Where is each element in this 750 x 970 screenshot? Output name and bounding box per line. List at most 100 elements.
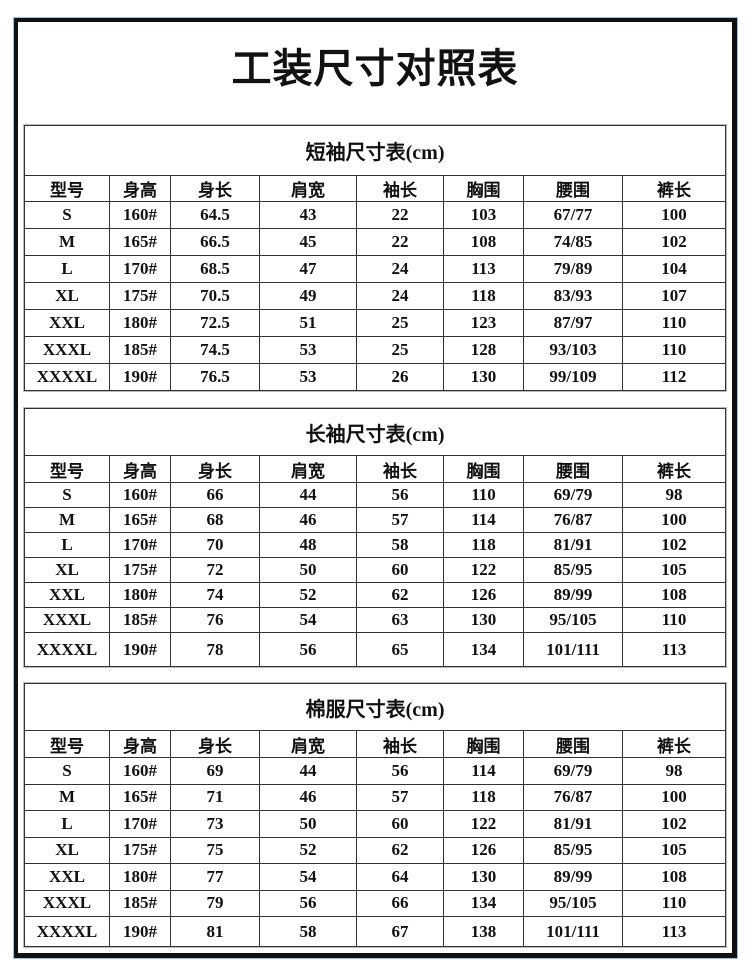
table-cell: 81 (170, 916, 260, 947)
table-row: L 170# 68.5 47 24 113 79/89 104 (24, 255, 727, 283)
table-cell: 185# (109, 889, 171, 917)
table-cell: 58 (259, 916, 357, 947)
column-header: 身长 (170, 455, 260, 483)
table-cell: 114 (443, 757, 524, 785)
table-cell: 43 (259, 201, 357, 229)
table-cell: 56 (259, 632, 357, 667)
table-cell: 67 (356, 916, 444, 947)
table-header-row: 型号 身高 身长 肩宽 袖长 胸围 腰围 裤长 (24, 730, 727, 758)
column-header: 身长 (170, 730, 260, 758)
table-cell: XXXXL (24, 916, 110, 947)
column-header: 裤长 (621, 175, 727, 202)
table-cell: 74.5 (170, 336, 260, 364)
table-cell: 81/91 (523, 810, 623, 838)
column-header: 肩宽 (259, 175, 357, 202)
table-cell: 65 (356, 632, 444, 667)
table-cell: 66.5 (170, 228, 260, 256)
table-cell: 69 (170, 757, 260, 785)
column-header: 袖长 (356, 455, 444, 483)
table-cell: 110 (621, 607, 727, 633)
table-cell: 74 (170, 582, 260, 608)
table-cell: 51 (259, 309, 357, 337)
table-cell: 25 (356, 309, 444, 337)
padded-coat-size-table: 棉服尺寸表(cm) 型号 身高 身长 肩宽 袖长 胸围 腰围 裤长 S 160# 69 44 56 114 6… (23, 683, 727, 947)
table-cell: 79/89 (523, 255, 623, 283)
table-cell: 104 (621, 255, 727, 283)
table-cell: XXL (24, 309, 110, 337)
table-cell: 170# (109, 810, 171, 838)
column-header: 腰围 (523, 455, 623, 483)
table-cell: 110 (621, 336, 727, 364)
short-sleeve-size-table: 短袖尺寸表(cm) 型号 身高 身长 肩宽 袖长 胸围 腰围 裤长 S 160# 64.5 43 22 10… (23, 125, 727, 391)
table-cell: 89/99 (523, 863, 623, 891)
table-cell: 70.5 (170, 282, 260, 310)
table-cell: 102 (621, 532, 727, 558)
column-header: 胸围 (443, 175, 524, 202)
table-cell: S (24, 757, 110, 785)
table-cell: 78 (170, 632, 260, 667)
table-row: M 165# 68 46 57 114 76/87 100 (24, 507, 727, 533)
table-cell: 134 (443, 889, 524, 917)
table-cell: 107 (621, 282, 727, 310)
table-cell: 108 (443, 228, 524, 256)
table-cell: 69/79 (523, 482, 623, 508)
table-cell: 89/99 (523, 582, 623, 608)
table-cell: 126 (443, 582, 524, 608)
table-cell: 114 (443, 507, 524, 533)
table-cell: 67/77 (523, 201, 623, 229)
table-row: S 160# 64.5 43 22 103 67/77 100 (24, 201, 727, 229)
table-cell: 54 (259, 863, 357, 891)
table-cell: 22 (356, 201, 444, 229)
table-cell: 134 (443, 632, 524, 667)
table-cell: 70 (170, 532, 260, 558)
table-cell: L (24, 255, 110, 283)
table-cell: XXXXL (24, 363, 110, 391)
table-cell: 118 (443, 532, 524, 558)
table-row: M 165# 71 46 57 118 76/87 100 (24, 783, 727, 811)
table-row: XL 175# 70.5 49 24 118 83/93 107 (24, 282, 727, 310)
table-cell: 185# (109, 607, 171, 633)
table-cell: 180# (109, 582, 171, 608)
table-cell: 175# (109, 282, 171, 310)
table-cell: 60 (356, 557, 444, 583)
table-cell: 100 (621, 507, 727, 533)
column-header: 身高 (109, 730, 171, 758)
column-header: 裤长 (621, 455, 727, 483)
table-row: S 160# 66 44 56 110 69/79 98 (24, 482, 727, 508)
table-row: S 160# 69 44 56 114 69/79 98 (24, 757, 727, 785)
table-cell: 72.5 (170, 309, 260, 337)
table-cell: 52 (259, 836, 357, 864)
table-cell: 64 (356, 863, 444, 891)
column-header: 袖长 (356, 175, 444, 202)
table-cell: 45 (259, 228, 357, 256)
table-header-row: 型号 身高 身长 肩宽 袖长 胸围 腰围 裤长 (24, 175, 727, 202)
table-cell: 58 (356, 532, 444, 558)
table-cell: 100 (621, 783, 727, 811)
table-cell: 99/109 (523, 363, 623, 391)
table-cell: 113 (621, 916, 727, 947)
table-cell: 123 (443, 309, 524, 337)
table-cell: 95/105 (523, 607, 623, 633)
table-cell: 71 (170, 783, 260, 811)
table-cell: 122 (443, 810, 524, 838)
table-cell: 57 (356, 507, 444, 533)
table-cell: 62 (356, 836, 444, 864)
table-cell: 165# (109, 228, 171, 256)
column-header: 胸围 (443, 730, 524, 758)
table-cell: 76/87 (523, 507, 623, 533)
table-cell: 105 (621, 836, 727, 864)
table-cell: 69/79 (523, 757, 623, 785)
table-cell: 54 (259, 607, 357, 633)
table-cell: 26 (356, 363, 444, 391)
table-cell: 63 (356, 607, 444, 633)
table-cell: 79 (170, 889, 260, 917)
table-cell: 160# (109, 201, 171, 229)
table-cell: 108 (621, 582, 727, 608)
table-cell: 175# (109, 836, 171, 864)
column-header: 裤长 (621, 730, 727, 758)
table-cell: 50 (259, 810, 357, 838)
table-cell: 77 (170, 863, 260, 891)
table-row: XXXL 185# 79 56 66 134 95/105 110 (24, 889, 727, 917)
table-cell: 44 (259, 757, 357, 785)
table-cell: 25 (356, 336, 444, 364)
